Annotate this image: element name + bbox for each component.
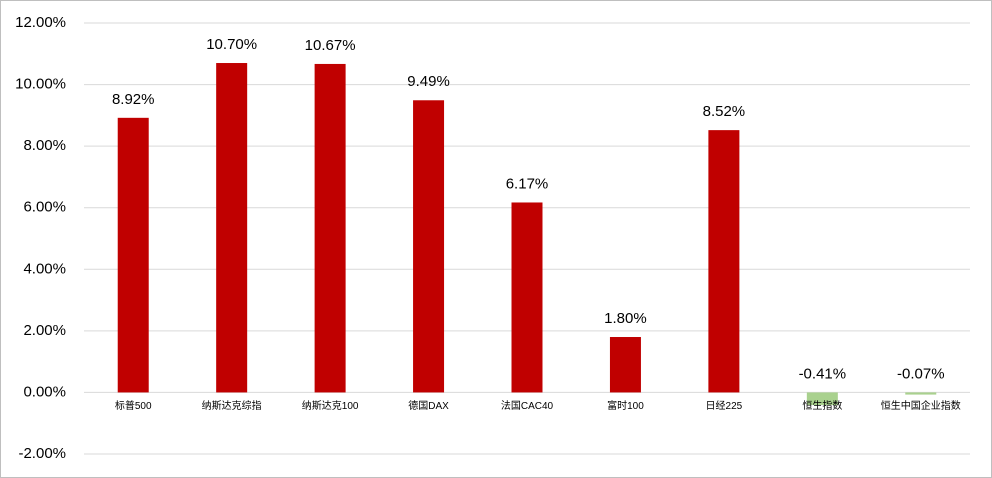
x-tick-label: 恒生指数	[802, 399, 842, 412]
data-label: 1.80%	[604, 310, 647, 327]
y-tick-label: 10.00%	[15, 76, 66, 93]
data-label: -0.07%	[897, 365, 945, 382]
x-tick-label: 恒生中国企业指数	[881, 399, 961, 412]
y-tick-label: 4.00%	[23, 260, 66, 277]
bar	[413, 100, 445, 393]
x-tick-label: 标普500	[115, 399, 152, 412]
data-label: 8.92%	[112, 91, 155, 108]
bar	[117, 117, 149, 393]
x-tick-label: 日经225	[706, 399, 743, 412]
x-tick-label: 富时100	[607, 399, 644, 412]
data-label: -0.41%	[799, 365, 847, 382]
bar	[806, 392, 838, 406]
y-tick-label: 0.00%	[23, 383, 66, 400]
y-tick-label: 8.00%	[23, 137, 66, 154]
data-label: 10.70%	[206, 36, 257, 53]
bar	[708, 130, 740, 393]
y-tick-label: 12.00%	[15, 14, 66, 31]
x-tick-label: 纳斯达克综指	[202, 399, 262, 412]
x-tick-label: 法国CAC40	[501, 399, 554, 412]
x-tick-label: 德国DAX	[408, 399, 449, 412]
x-tick-label: 纳斯达克100	[302, 399, 359, 412]
bar	[511, 202, 543, 393]
y-tick-label: -2.00%	[18, 445, 66, 462]
bar	[216, 63, 248, 393]
y-tick-label: 6.00%	[23, 199, 66, 216]
bar	[314, 63, 346, 393]
data-label: 9.49%	[407, 73, 450, 90]
data-label: 6.17%	[506, 175, 549, 192]
bar	[609, 337, 641, 393]
y-tick-label: 2.00%	[23, 322, 66, 339]
data-label: 8.52%	[703, 103, 746, 120]
data-label: 10.67%	[305, 37, 356, 54]
bar	[905, 392, 937, 395]
